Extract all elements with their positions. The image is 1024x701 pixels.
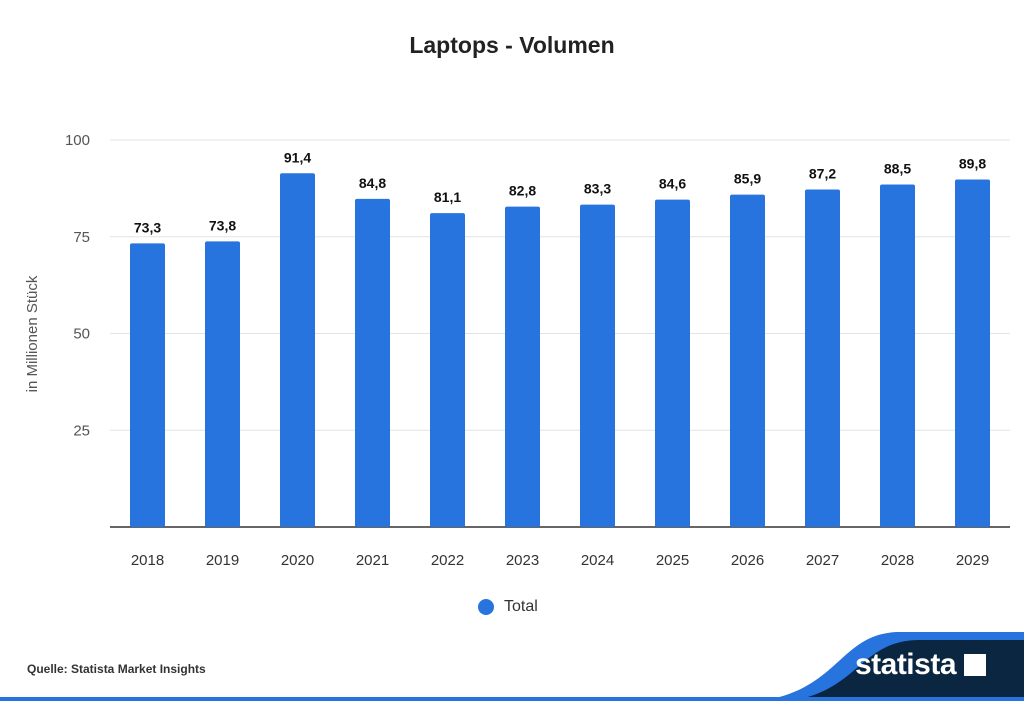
bar	[280, 173, 315, 528]
legend-label: Total	[504, 598, 538, 615]
bar	[505, 206, 540, 527]
x-tick-label: 2024	[581, 552, 614, 569]
bar	[430, 213, 465, 527]
legend: Total	[478, 598, 538, 616]
bar	[130, 243, 165, 528]
bar	[580, 204, 615, 527]
legend-marker	[478, 599, 494, 615]
data-label: 81,1	[434, 189, 461, 205]
x-tick-label: 2023	[506, 552, 539, 569]
y-tick-label: 100	[65, 132, 90, 149]
x-tick-label: 2026	[731, 552, 764, 569]
data-label: 89,8	[959, 155, 986, 171]
data-label: 88,5	[884, 161, 911, 177]
bar	[805, 189, 840, 527]
x-tick-label: 2022	[431, 552, 464, 569]
data-label: 87,2	[809, 166, 836, 182]
x-tick-label: 2029	[956, 552, 989, 569]
logo-mark-icon	[964, 654, 986, 676]
bar	[205, 241, 240, 528]
y-tick-label: 50	[73, 326, 90, 343]
data-label: 84,6	[659, 176, 686, 192]
data-label: 73,3	[134, 219, 161, 235]
data-label: 82,8	[509, 183, 536, 199]
data-label: 73,8	[209, 217, 236, 233]
bar	[880, 184, 915, 527]
data-label: 84,8	[359, 175, 386, 191]
data-label: 91,4	[284, 149, 311, 165]
x-tick-label: 2020	[281, 552, 314, 569]
x-tick-label: 2021	[356, 552, 389, 569]
bar	[655, 199, 690, 527]
y-axis-label: in Millionen Stück	[24, 275, 41, 392]
x-tick-label: 2027	[806, 552, 839, 569]
bar	[730, 194, 765, 527]
brand-name: statista	[854, 648, 957, 681]
chart-title: Laptops - Volumen	[409, 32, 615, 58]
data-label: 83,3	[584, 181, 611, 197]
x-tick-label: 2025	[656, 552, 689, 569]
footer-line	[0, 697, 1024, 701]
x-tick-label: 2018	[131, 552, 164, 569]
bar	[355, 198, 390, 527]
data-label: 85,9	[734, 171, 761, 187]
statista-logo: statista	[855, 648, 986, 682]
x-tick-label: 2019	[206, 552, 239, 569]
x-tick-label: 2028	[881, 552, 914, 569]
source-note: Quelle: Statista Market Insights	[27, 662, 206, 676]
y-tick-label: 25	[73, 422, 90, 439]
bar	[955, 179, 990, 527]
y-tick-label: 75	[73, 229, 90, 246]
